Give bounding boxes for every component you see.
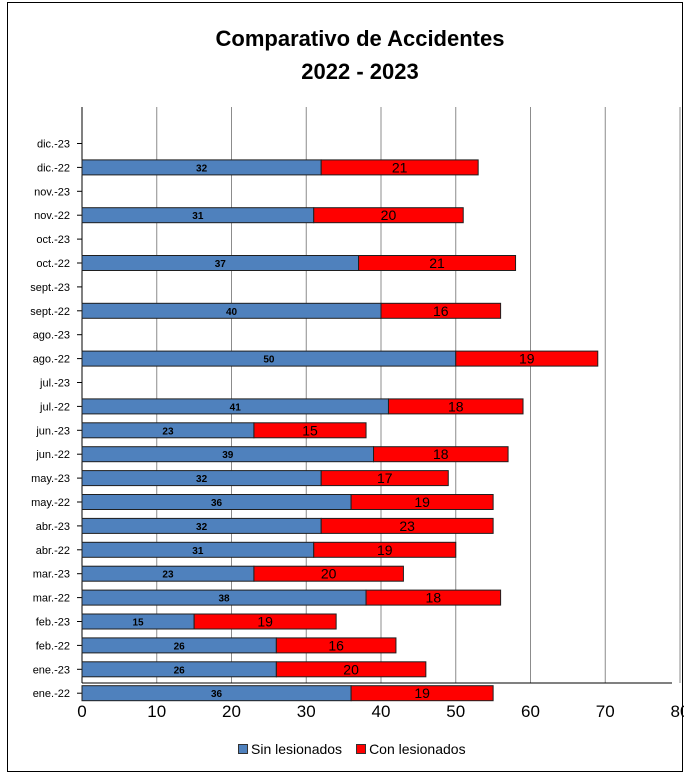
- data-label-sin-lesionados: 50: [263, 355, 275, 366]
- y-tick-label: mar.-23: [33, 569, 70, 581]
- x-tick-label: 40: [372, 702, 391, 721]
- bar-con-lesionados: [313, 541, 457, 558]
- data-label-con-lesionados: 16: [328, 637, 344, 653]
- y-tick-label: may.-22: [31, 497, 70, 509]
- bar-con-lesionados: [320, 159, 479, 176]
- data-label-con-lesionados: 19: [414, 494, 430, 510]
- data-label-con-lesionados: 21: [392, 159, 408, 175]
- data-label-sin-lesionados: 40: [226, 307, 238, 318]
- bar-con-lesionados: [380, 302, 502, 319]
- legend-label-sin-lesionados: Sin lesionados: [251, 741, 343, 757]
- y-tick-label: sept.-22: [30, 306, 70, 318]
- y-tick-label: oct.-23: [36, 234, 70, 246]
- data-label-sin-lesionados: 31: [192, 546, 204, 557]
- bar-con-lesionados: [275, 661, 427, 678]
- y-tick-label: nov.-22: [34, 210, 70, 222]
- data-label-con-lesionados: 18: [426, 590, 442, 606]
- chart-subtitle: 2022 - 2023: [301, 59, 419, 84]
- legend-swatch-con-lesionados: [356, 744, 367, 754]
- y-tick-label: feb.-22: [36, 640, 70, 652]
- data-label-con-lesionados: 20: [381, 207, 397, 223]
- chart-title-block: Comparativo de Accidentes 2022 - 2023: [0, 22, 684, 88]
- data-label-con-lesionados: 19: [414, 685, 430, 701]
- legend-label-con-lesionados: Con lesionados: [369, 741, 466, 757]
- data-label-sin-lesionados: 15: [133, 618, 145, 629]
- bar-con-lesionados: [358, 255, 517, 271]
- legend-item-sin-lesionados: Sin lesionados: [238, 741, 342, 757]
- data-label-sin-lesionados: 26: [174, 641, 186, 652]
- y-tick-label: abr.-22: [36, 545, 70, 557]
- data-label-sin-lesionados: 32: [196, 163, 208, 174]
- y-tick-label: jun.-23: [35, 425, 70, 437]
- x-tick-label: 70: [596, 702, 615, 721]
- x-tick-label: 30: [297, 702, 316, 721]
- data-label-con-lesionados: 19: [519, 351, 535, 367]
- y-tick-label: jul.-23: [39, 378, 70, 390]
- y-tick-label: dic.-23: [37, 139, 70, 151]
- y-tick-label: dic.-22: [37, 162, 70, 174]
- bar-con-lesionados: [320, 517, 494, 534]
- data-label-sin-lesionados: 31: [192, 211, 204, 222]
- data-label-sin-lesionados: 26: [174, 665, 186, 676]
- data-label-con-lesionados: 20: [321, 566, 337, 582]
- bar-con-lesionados: [387, 398, 524, 415]
- x-tick-label: 20: [222, 702, 241, 721]
- y-tick-label: sept.-23: [30, 282, 70, 294]
- data-label-con-lesionados: 21: [429, 255, 445, 271]
- data-label-con-lesionados: 16: [433, 303, 449, 319]
- data-label-sin-lesionados: 41: [230, 402, 242, 413]
- x-tick-label: 80: [671, 702, 684, 721]
- y-tick-label: ene.-23: [33, 664, 70, 676]
- bar-con-lesionados: [253, 565, 404, 582]
- y-tick-label: jun.-22: [35, 449, 70, 461]
- bar-con-lesionados: [313, 207, 464, 224]
- data-label-sin-lesionados: 36: [211, 689, 223, 700]
- bar-con-lesionados: [275, 637, 397, 654]
- data-label-con-lesionados: 18: [448, 398, 464, 414]
- legend-swatch-sin-lesionados: [238, 744, 248, 754]
- bar-con-lesionados: [193, 613, 337, 630]
- bar-con-lesionados: [350, 685, 494, 702]
- legend-item-con-lesionados: Con lesionados: [356, 741, 466, 757]
- bar-con-lesionados: [350, 494, 494, 510]
- data-label-con-lesionados: 17: [377, 470, 393, 486]
- bar-con-lesionados: [455, 350, 599, 367]
- data-label-sin-lesionados: 32: [196, 522, 208, 533]
- x-tick-label: 0: [77, 702, 86, 721]
- y-tick-label: nov.-23: [34, 186, 70, 198]
- data-label-con-lesionados: 20: [343, 661, 359, 677]
- bar-con-lesionados: [253, 422, 367, 439]
- legend: Sin lesionados Con lesionados: [238, 741, 480, 757]
- y-tick-label: ene.-22: [33, 688, 70, 700]
- data-label-con-lesionados: 19: [377, 542, 393, 558]
- y-tick-label: may.-23: [31, 473, 70, 485]
- y-tick-label: ago.-22: [33, 354, 70, 366]
- data-label-sin-lesionados: 37: [215, 259, 227, 270]
- x-tick-label: 10: [147, 702, 166, 721]
- x-tick-label: 60: [521, 702, 540, 721]
- data-label-con-lesionados: 19: [257, 614, 273, 630]
- data-label-con-lesionados: 18: [433, 446, 449, 462]
- chart-title: Comparativo de Accidentes: [215, 26, 505, 51]
- data-label-sin-lesionados: 39: [222, 450, 234, 461]
- y-tick-label: oct.-22: [36, 258, 70, 270]
- data-label-sin-lesionados: 23: [162, 570, 174, 581]
- data-label-con-lesionados: 23: [399, 518, 415, 534]
- y-tick-label: ago.-23: [33, 330, 70, 342]
- x-tick-label: 50: [446, 702, 465, 721]
- bar-con-lesionados: [373, 446, 509, 463]
- data-label-sin-lesionados: 32: [196, 474, 208, 485]
- data-label-sin-lesionados: 36: [211, 498, 223, 509]
- y-tick-label: jul.-22: [39, 401, 70, 413]
- bar-con-lesionados: [320, 470, 449, 487]
- bar-con-lesionados: [365, 589, 502, 606]
- y-tick-label: feb.-23: [36, 617, 70, 629]
- y-tick-label: mar.-22: [33, 593, 70, 605]
- data-label-sin-lesionados: 38: [218, 594, 230, 605]
- data-label-con-lesionados: 15: [302, 422, 318, 438]
- y-tick-label: abr.-23: [36, 521, 70, 533]
- data-label-sin-lesionados: 23: [162, 426, 174, 437]
